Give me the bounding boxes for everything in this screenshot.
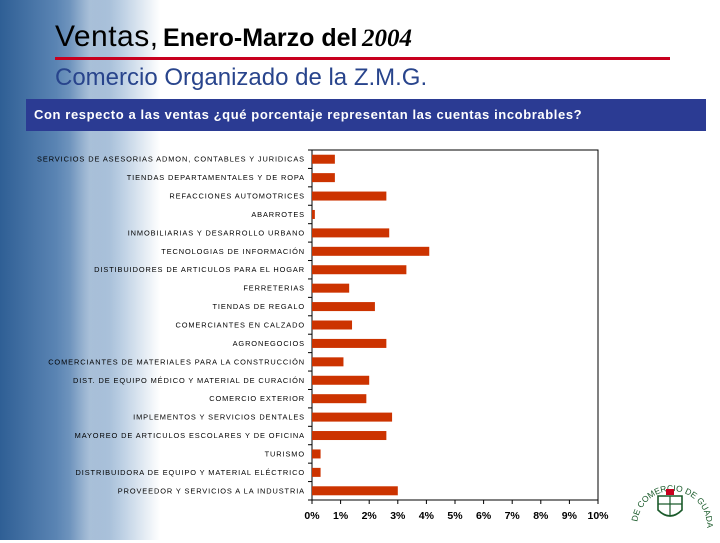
category-label: TECNOLOGIAS DE INFORMACIÓN <box>161 247 305 256</box>
bar <box>312 154 335 164</box>
category-label: ABARROTES <box>251 210 305 219</box>
category-label: COMERCIO EXTERIOR <box>209 394 305 403</box>
x-tick-label: 2% <box>362 510 378 522</box>
bar <box>312 191 387 201</box>
category-label: DISTIBUIDORES DE ARTICULOS PARA EL HOGAR <box>94 265 305 274</box>
category-label: PROVEEDOR Y SERVICIOS A LA INDUSTRIA <box>118 486 305 495</box>
x-tick-label: 6% <box>476 510 492 522</box>
category-label: SERVICIOS DE ASESORIAS ADMON, CONTABLES … <box>37 155 305 164</box>
bar <box>312 228 390 238</box>
bar <box>312 209 315 219</box>
category-label: TIENDAS DEPARTAMENTALES Y DE ROPA <box>127 173 305 182</box>
bar <box>312 394 367 404</box>
title-main: Ventas, <box>55 20 159 53</box>
title-period: Enero-Marzo del <box>163 24 358 52</box>
bar <box>312 302 375 312</box>
bar <box>312 486 398 496</box>
category-label: TIENDAS DE REGALO <box>212 302 305 311</box>
category-label: INMOBILIARIAS Y DESARROLLO URBANO <box>128 228 305 237</box>
category-label: FERRETERIAS <box>243 284 305 293</box>
x-tick-label: 0% <box>304 510 320 522</box>
bar <box>312 246 430 256</box>
x-tick-label: 1% <box>333 510 349 522</box>
category-label: AGRONEGOCIOS <box>233 339 305 348</box>
bar <box>312 412 393 422</box>
x-tick-label: 8% <box>533 510 549 522</box>
bar <box>312 467 321 477</box>
category-label: MAYOREO DE ARTICULOS ESCOLARES Y DE OFIC… <box>75 431 305 440</box>
bar <box>312 173 335 183</box>
x-tick-label: 4% <box>419 510 435 522</box>
category-label: COMERCIANTES EN CALZADO <box>175 321 305 330</box>
x-tick-label: 9% <box>562 510 578 522</box>
bar <box>312 431 387 441</box>
x-tick-label: 7% <box>505 510 521 522</box>
bar <box>312 338 387 348</box>
x-tick-label: 10% <box>587 510 609 522</box>
x-tick-label: 5% <box>447 510 463 522</box>
category-label: TURISMO <box>265 449 305 458</box>
bar <box>312 357 344 367</box>
page-subtitle: Comercio Organizado de la Z.M.G. <box>55 64 428 91</box>
bar <box>312 449 321 459</box>
sidebar-gradient <box>0 0 160 540</box>
bar <box>312 283 350 293</box>
bar <box>312 375 370 385</box>
category-label: IMPLEMENTOS Y SERVICIOS DENTALES <box>133 413 305 422</box>
title-divider <box>55 57 670 60</box>
category-label: DIST. DE EQUIPO MÉDICO Y MATERIAL DE CUR… <box>73 376 305 385</box>
bar <box>312 320 353 330</box>
category-label: COMERCIANTES DE MATERIALES PARA LA CONST… <box>48 357 305 366</box>
question-banner: Con respecto a las ventas ¿qué porcentaj… <box>26 99 706 131</box>
page-title: Ventas, Enero-Marzo del 2004 <box>55 20 412 54</box>
plot-area <box>311 149 599 501</box>
x-tick-label: 3% <box>390 510 406 522</box>
chamber-logo: CAMARA DE COMERCIO DE GUADALAJARA <box>621 452 715 538</box>
chart-area: 0% 1% 2% 3% 4% 5% 6% 7% 8% 9% 10% SERVICIOS DE ASES… <box>0 140 720 530</box>
bar <box>312 265 407 275</box>
title-year: 2004 <box>361 25 412 52</box>
category-label: DISTRIBUIDORA DE EQUIPO Y MATERIAL ELÉCT… <box>76 468 305 477</box>
category-label: REFACCIONES AUTOMOTRICES <box>169 192 305 201</box>
bar-chart: 0% 1% 2% 3% 4% 5% 6% 7% 8% 9% 10% SERVICIOS DE ASES… <box>37 149 609 522</box>
